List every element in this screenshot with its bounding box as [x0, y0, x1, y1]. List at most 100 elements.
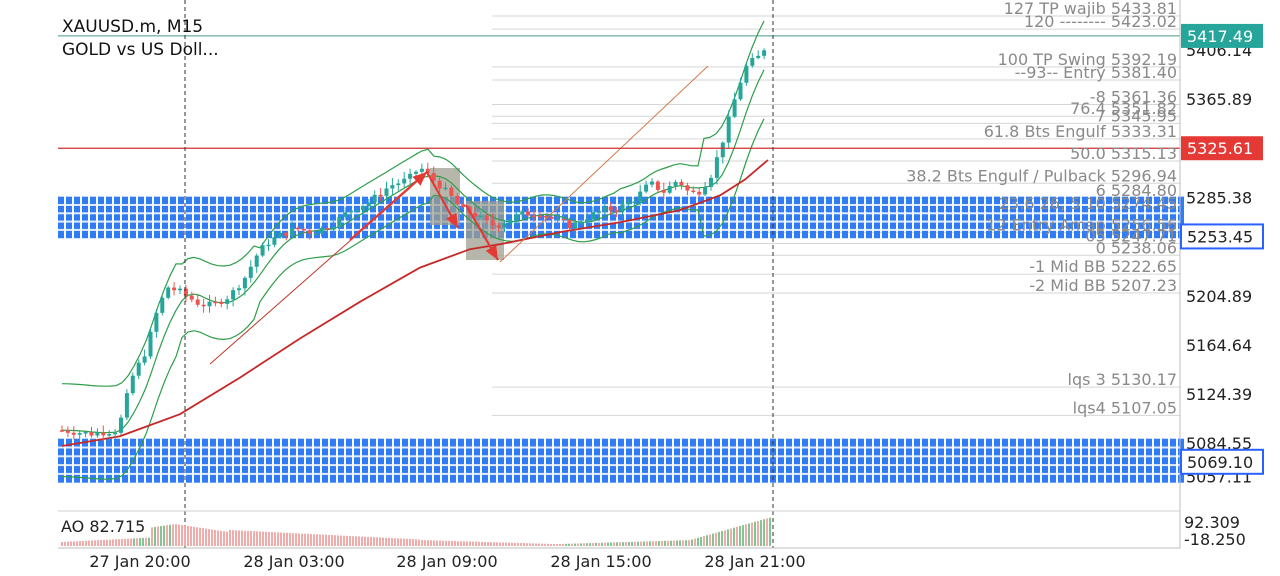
- arrow-up: [349, 171, 428, 241]
- candle: [136, 359, 141, 380]
- candle-body: [183, 288, 188, 296]
- price-badge-label: 5417.49: [1187, 27, 1253, 46]
- candle: [614, 206, 619, 218]
- price-badge: 5069.10: [1180, 448, 1264, 475]
- zone-bar: [1058, 196, 1064, 239]
- candle: [514, 210, 519, 225]
- zone-bar: [1162, 196, 1168, 239]
- candle-body: [461, 204, 466, 208]
- zone-bar: [402, 438, 408, 483]
- zone-bar: [738, 196, 744, 239]
- price-tick-label: 5084.55: [1186, 434, 1252, 453]
- zone-bar: [146, 196, 152, 239]
- zone-bar: [778, 196, 784, 239]
- candle-body: [107, 434, 112, 436]
- zone-bar: [194, 438, 200, 483]
- zone-bar: [1002, 196, 1008, 239]
- candle-body: [71, 432, 76, 435]
- candle: [313, 231, 318, 236]
- candle-body: [673, 181, 678, 186]
- zone-bar: [658, 438, 664, 483]
- time-tick-label: 28 Jan 21:00: [704, 552, 805, 571]
- candle-body: [732, 99, 737, 117]
- candle-body: [756, 55, 761, 59]
- candle: [573, 217, 578, 236]
- zone-bar: [170, 438, 176, 483]
- zone-bar: [898, 438, 904, 483]
- zone-bar: [962, 438, 968, 483]
- zone-bar: [602, 438, 608, 483]
- price-badge-bg: [1180, 223, 1264, 250]
- candle: [732, 92, 737, 119]
- candle: [148, 327, 153, 360]
- zone-bar: [586, 438, 592, 483]
- zone-bar: [90, 438, 96, 483]
- candle: [549, 214, 554, 224]
- candle: [325, 223, 330, 234]
- candle: [107, 430, 112, 443]
- zone-bar: [754, 196, 760, 239]
- zone-bar: [154, 196, 160, 239]
- candle-body: [555, 218, 560, 221]
- zone-bar: [746, 438, 752, 483]
- zone-bar: [282, 438, 288, 483]
- candle-body: [661, 189, 666, 193]
- candle-body: [655, 181, 660, 190]
- price-badge-label: 5325.61: [1187, 139, 1253, 158]
- candle-body: [520, 211, 525, 215]
- level-label: lqs4 5107.05: [1073, 398, 1177, 417]
- time-axis[interactable]: 27 Jan 20:00 28 Jan 03:00 28 Jan 09:00 28 J…: [89, 552, 805, 571]
- candle-body: [254, 255, 259, 267]
- candle: [60, 425, 64, 433]
- zone-bar: [242, 196, 248, 239]
- candle: [596, 209, 601, 218]
- price-badge-bg: [1181, 136, 1263, 161]
- zone-bar: [618, 438, 624, 483]
- zone-bar: [890, 196, 896, 239]
- zone-bar: [594, 438, 600, 483]
- zone-bar: [306, 196, 312, 239]
- candle: [661, 182, 666, 199]
- zone-bar: [498, 438, 504, 483]
- zone-bar: [370, 438, 376, 483]
- candle: [124, 389, 129, 421]
- zone-bar: [122, 438, 128, 483]
- candle: [408, 168, 413, 186]
- candle-body: [419, 168, 424, 172]
- zone-bar: [90, 196, 96, 239]
- candle-body: [484, 215, 489, 221]
- zone-bar: [842, 196, 848, 239]
- candle: [679, 179, 684, 190]
- zone-bar: [874, 438, 880, 483]
- price-badge-bg: [1181, 23, 1263, 48]
- candle: [343, 207, 348, 220]
- candle: [526, 207, 531, 217]
- candle: [319, 226, 324, 238]
- zone-bar: [562, 438, 568, 483]
- candle-body: [260, 245, 265, 256]
- zone-bar: [74, 196, 80, 239]
- candle: [484, 213, 489, 224]
- candle: [626, 198, 631, 207]
- zone-bar: [66, 196, 72, 239]
- zone-bar: [762, 438, 768, 483]
- zone-bar: [354, 438, 360, 483]
- candle: [579, 218, 584, 226]
- candle-body: [703, 186, 708, 195]
- zone-bar: [218, 438, 224, 483]
- candle: [638, 184, 643, 206]
- candle-body: [160, 297, 165, 313]
- zone-bar: [994, 196, 1000, 239]
- zone-bar: [1090, 438, 1096, 483]
- candle: [561, 212, 566, 224]
- level-label: lqs 3 5130.17: [1068, 370, 1177, 389]
- zone-bar: [338, 438, 344, 483]
- zone-bar: [1154, 438, 1160, 483]
- candle-body: [402, 178, 407, 184]
- level-label: 100 TP Swing 5392.19: [998, 50, 1177, 69]
- price-axis[interactable]: 5406.145365.895325.615285.385253.455204.…: [1186, 41, 1252, 487]
- candle: [101, 425, 106, 443]
- zone-bar: [834, 438, 840, 483]
- zone-bar: [1050, 196, 1056, 239]
